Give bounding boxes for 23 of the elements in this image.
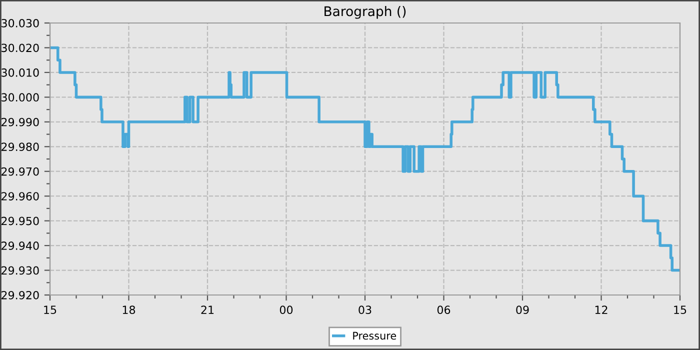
y-tick-label: 29.990 — [2, 118, 39, 126]
x-tick-label: 03 — [358, 306, 372, 314]
x-tick-label: 18 — [122, 306, 136, 314]
x-tick-label: 09 — [516, 306, 529, 314]
y-tick-label: 29.980 — [2, 142, 39, 152]
y-tick-label: 29.920 — [2, 290, 39, 300]
legend-label: Pressure — [353, 332, 396, 340]
x-tick-label: 21 — [201, 306, 214, 314]
y-tick-label: 30.010 — [2, 68, 39, 77]
y-tick-label: 30.000 — [2, 93, 39, 102]
x-tick-label: 00 — [280, 306, 293, 314]
x-tick-label: 12 — [595, 306, 608, 314]
chart-title: Barograph () — [324, 6, 406, 19]
y-tick-label: 29.950 — [2, 216, 39, 226]
y-tick-label: 30.020 — [2, 44, 39, 52]
x-tick-label: 06 — [437, 306, 450, 314]
y-tick-label: 29.960 — [2, 192, 39, 200]
x-tick-label: 15 — [44, 306, 56, 314]
y-tick-label: 30.030 — [2, 18, 39, 28]
y-tick-label: 29.940 — [2, 242, 39, 250]
y-tick-label: 29.930 — [2, 266, 39, 275]
x-tick-label: 15 — [674, 306, 686, 314]
y-tick-label: 29.970 — [2, 167, 39, 176]
